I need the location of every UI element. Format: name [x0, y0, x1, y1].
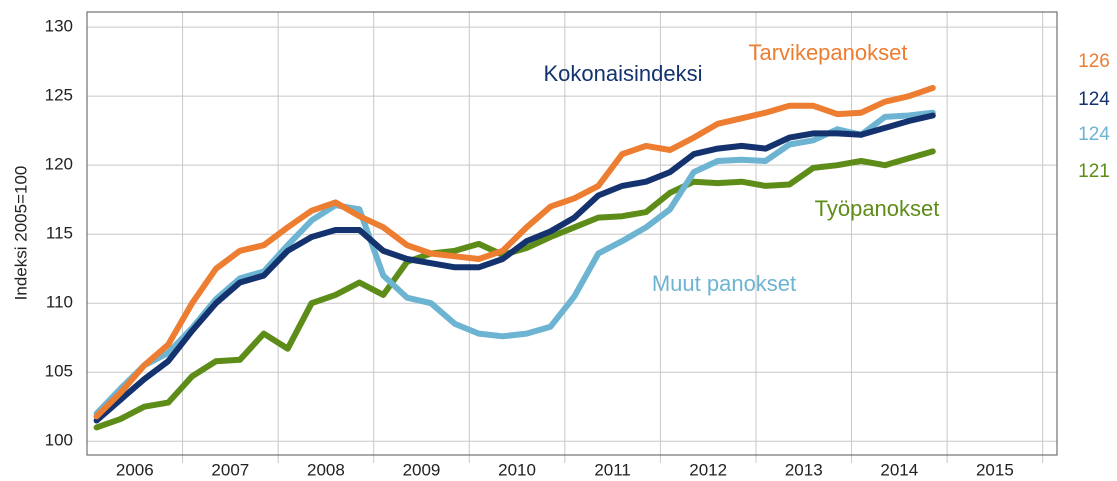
end-label: 126 — [1078, 51, 1110, 72]
end-label: 121 — [1078, 161, 1110, 182]
y-tick-label: 120 — [45, 155, 73, 174]
series-label: Kokonaisindeksi — [544, 61, 703, 86]
y-tick-label: 105 — [45, 362, 73, 381]
series-line — [93, 109, 936, 417]
end-label: 124 — [1078, 89, 1110, 110]
y-tick-label: 110 — [46, 293, 73, 312]
x-tick-label: 2012 — [689, 460, 727, 479]
y-tick-label: 125 — [45, 86, 73, 105]
x-tick-label: 2007 — [211, 460, 249, 479]
series-label: Työpanokset — [815, 196, 940, 221]
x-tick-label: 2015 — [976, 460, 1014, 479]
series-line — [93, 84, 936, 420]
y-tick-label: 115 — [46, 224, 73, 243]
series-line — [93, 112, 936, 424]
y-axis-label: Indeksi 2005=100 — [11, 166, 30, 301]
x-tick-label: 2010 — [498, 460, 536, 479]
series-label: Tarvikepanokset — [749, 40, 908, 65]
x-tick-label: 2009 — [403, 460, 441, 479]
series-label: Muut panokset — [652, 271, 796, 296]
y-tick-label: 130 — [45, 17, 73, 36]
x-tick-label: 2011 — [594, 460, 631, 479]
y-tick-label: 100 — [45, 431, 73, 450]
series-line — [93, 148, 936, 431]
x-tick-label: 2006 — [116, 460, 154, 479]
x-tick-label: 2013 — [785, 460, 823, 479]
end-label: 124 — [1078, 124, 1110, 145]
x-tick-label: 2014 — [880, 460, 918, 479]
x-tick-label: 2008 — [307, 460, 345, 479]
plot-frame — [86, 11, 1058, 456]
